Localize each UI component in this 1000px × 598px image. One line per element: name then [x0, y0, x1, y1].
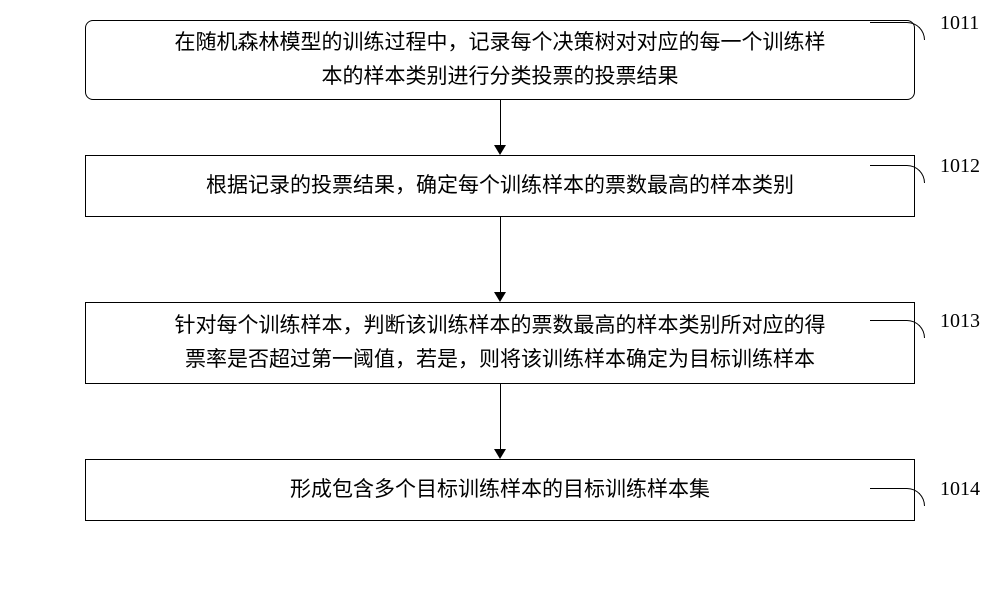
flowchart-arrow	[494, 217, 506, 302]
node-label-4: 1014	[940, 478, 980, 501]
flowchart-arrow	[494, 384, 506, 459]
label-connector	[870, 488, 925, 506]
flowchart-arrow	[494, 100, 506, 155]
label-connector	[870, 22, 925, 40]
arrow-line	[500, 384, 501, 449]
arrow-head-icon	[494, 292, 506, 302]
arrow-head-icon	[494, 449, 506, 459]
flowchart-container: 在随机森林模型的训练过程中，记录每个决策树对对应的每一个训练样本的样本类别进行分…	[0, 0, 1000, 521]
arrow-line	[500, 217, 501, 292]
node-text: 形成包含多个目标训练样本的目标训练样本集	[290, 473, 710, 507]
flowchart-node-2: 根据记录的投票结果，确定每个训练样本的票数最高的样本类别	[85, 155, 915, 217]
arrow-line	[500, 100, 501, 145]
node-label-1: 1011	[940, 12, 979, 35]
flowchart-node-1: 在随机森林模型的训练过程中，记录每个决策树对对应的每一个训练样本的样本类别进行分…	[85, 20, 915, 100]
node-text: 针对每个训练样本，判断该训练样本的票数最高的样本类别所对应的得票率是否超过第一阈…	[175, 309, 826, 376]
label-connector	[870, 320, 925, 338]
arrow-head-icon	[494, 145, 506, 155]
flowchart-node-4: 形成包含多个目标训练样本的目标训练样本集	[85, 459, 915, 521]
flowchart-node-3: 针对每个训练样本，判断该训练样本的票数最高的样本类别所对应的得票率是否超过第一阈…	[85, 302, 915, 384]
node-text: 在随机森林模型的训练过程中，记录每个决策树对对应的每一个训练样本的样本类别进行分…	[175, 26, 826, 93]
label-connector	[870, 165, 925, 183]
node-label-3: 1013	[940, 310, 980, 333]
node-label-2: 1012	[940, 155, 980, 178]
node-text: 根据记录的投票结果，确定每个训练样本的票数最高的样本类别	[206, 169, 794, 203]
